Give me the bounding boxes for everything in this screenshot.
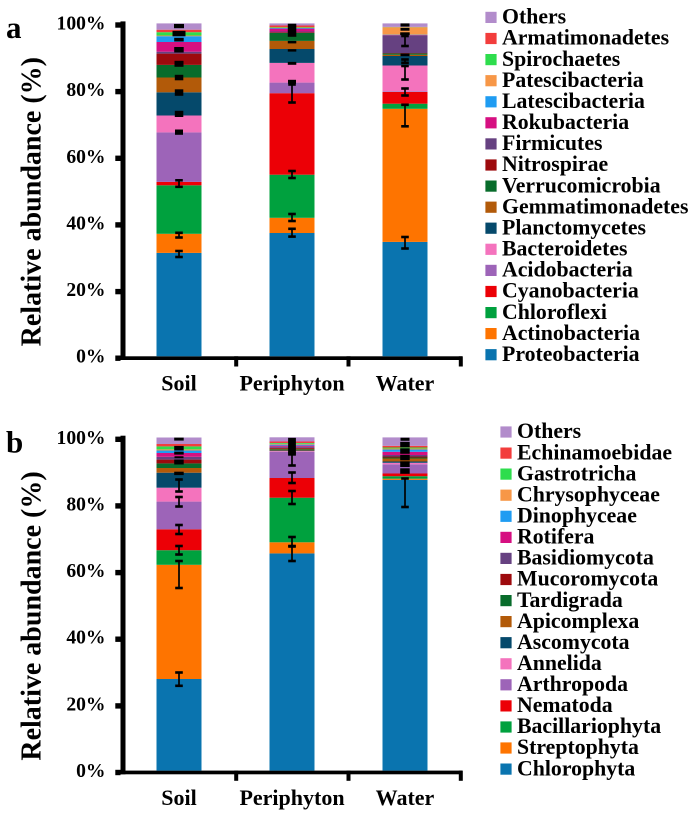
- svg-text:20%: 20%: [66, 694, 105, 715]
- svg-text:Echinamoebidae: Echinamoebidae: [517, 440, 672, 464]
- svg-text:Actinobacteria: Actinobacteria: [502, 321, 640, 345]
- svg-text:20%: 20%: [66, 280, 105, 301]
- svg-text:Acidobacteria: Acidobacteria: [502, 258, 633, 282]
- svg-text:Periphyton: Periphyton: [239, 785, 344, 810]
- svg-text:Others: Others: [517, 419, 581, 443]
- svg-text:Soil: Soil: [161, 371, 196, 396]
- svg-text:Bacteroidetes: Bacteroidetes: [502, 237, 628, 261]
- svg-text:Latescibacteria: Latescibacteria: [502, 89, 645, 113]
- svg-text:Water: Water: [376, 785, 435, 810]
- svg-text:60%: 60%: [66, 147, 105, 168]
- svg-text:Streptophyta: Streptophyta: [517, 735, 639, 759]
- svg-text:Mucoromycota: Mucoromycota: [517, 567, 658, 591]
- svg-text:0%: 0%: [76, 761, 105, 782]
- svg-text:Basidiomycota: Basidiomycota: [517, 546, 654, 570]
- svg-text:Planctomycetes: Planctomycetes: [502, 215, 646, 239]
- svg-text:Gastrotricha: Gastrotricha: [517, 461, 637, 485]
- svg-text:Apicomplexa: Apicomplexa: [517, 609, 639, 633]
- svg-text:Nematoda: Nematoda: [517, 693, 613, 717]
- svg-text:Periphyton: Periphyton: [239, 371, 344, 396]
- svg-text:Annelida: Annelida: [517, 651, 602, 675]
- svg-text:Chlorophyta: Chlorophyta: [517, 756, 635, 780]
- svg-text:Verrucomicrobia: Verrucomicrobia: [502, 173, 661, 197]
- svg-text:Rokubacteria: Rokubacteria: [502, 110, 629, 134]
- svg-text:100%: 100%: [57, 14, 106, 35]
- svg-text:Bacillariophyta: Bacillariophyta: [517, 714, 661, 738]
- svg-text:Dinophyceae: Dinophyceae: [517, 504, 637, 528]
- svg-text:60%: 60%: [66, 561, 105, 582]
- svg-text:Nitrospirae: Nitrospirae: [502, 152, 608, 176]
- svg-text:Firmicutes: Firmicutes: [502, 131, 602, 155]
- svg-text:Ascomycota: Ascomycota: [517, 630, 630, 654]
- svg-text:Relative abundance (%): Relative abundance (%): [16, 57, 47, 346]
- svg-text:Chrysophyceae: Chrysophyceae: [517, 482, 660, 506]
- svg-text:80%: 80%: [66, 494, 105, 515]
- svg-text:Relative abundance (%): Relative abundance (%): [16, 471, 47, 760]
- svg-text:Tardigrada: Tardigrada: [517, 588, 623, 612]
- svg-text:Gemmatimonadetes: Gemmatimonadetes: [502, 194, 688, 218]
- svg-text:Soil: Soil: [161, 785, 196, 810]
- svg-text:40%: 40%: [66, 213, 105, 234]
- svg-text:80%: 80%: [66, 80, 105, 101]
- svg-text:Proteobacteria: Proteobacteria: [502, 342, 640, 366]
- svg-text:Water: Water: [376, 371, 435, 396]
- svg-text:b: b: [6, 424, 23, 459]
- svg-text:Spirochaetes: Spirochaetes: [502, 47, 620, 71]
- svg-text:Others: Others: [502, 5, 566, 29]
- svg-text:Arthropoda: Arthropoda: [517, 672, 628, 696]
- svg-text:Cyanobacteria: Cyanobacteria: [502, 279, 639, 303]
- svg-text:100%: 100%: [57, 428, 106, 449]
- svg-text:Rotifera: Rotifera: [517, 525, 595, 549]
- svg-text:40%: 40%: [66, 628, 105, 649]
- svg-text:Armatimonadetes: Armatimonadetes: [502, 26, 669, 50]
- svg-text:Patescibacteria: Patescibacteria: [502, 68, 644, 92]
- svg-text:a: a: [6, 10, 22, 45]
- svg-text:Chloroflexi: Chloroflexi: [502, 300, 607, 324]
- svg-text:0%: 0%: [76, 347, 105, 368]
